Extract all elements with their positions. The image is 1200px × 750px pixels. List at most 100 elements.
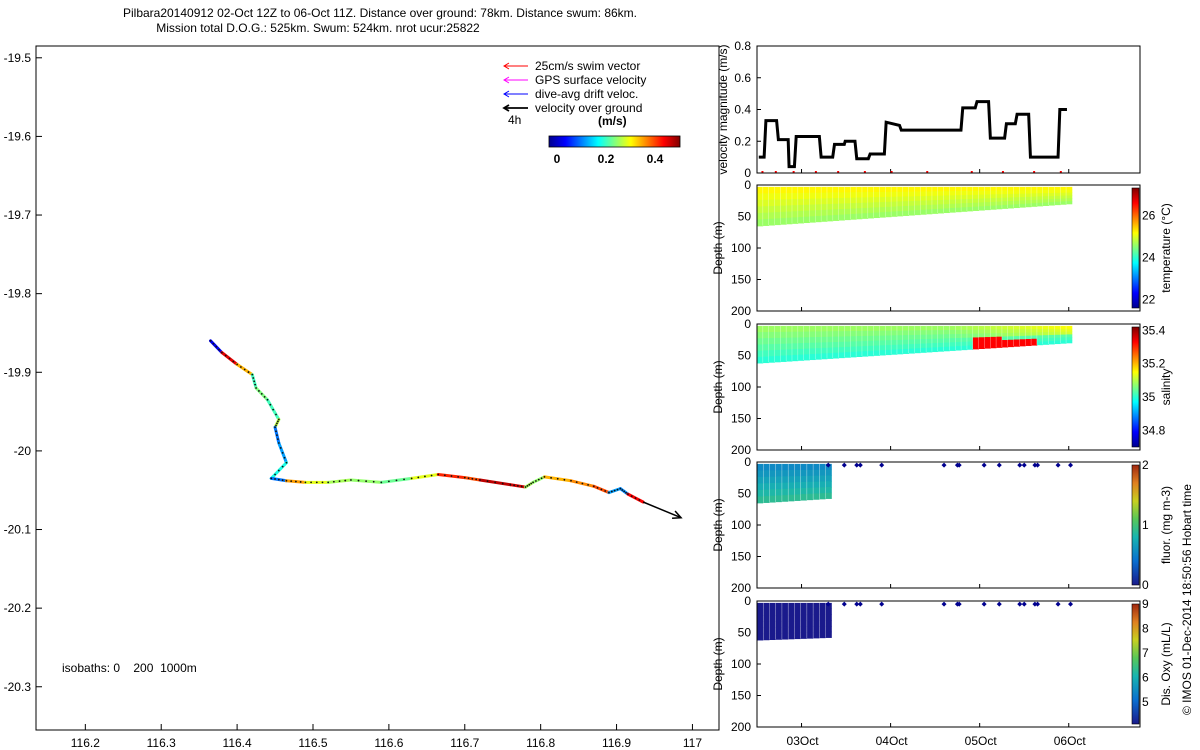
track-point	[275, 413, 277, 416]
section-cell	[896, 211, 904, 217]
section-cell	[949, 338, 956, 343]
section-cell	[914, 196, 921, 202]
section-cell	[978, 337, 985, 342]
section-cell	[978, 186, 985, 192]
section-cell	[926, 195, 933, 201]
section-cell	[908, 348, 915, 354]
surface-sample-marker	[941, 462, 947, 468]
section-cell	[832, 186, 840, 193]
section-cell	[806, 463, 814, 471]
y-axis-label: Depth (m)	[711, 360, 725, 413]
section-cell	[984, 333, 991, 338]
section-cell	[926, 186, 933, 192]
section-cell	[788, 632, 795, 640]
track-point	[509, 483, 512, 486]
section-cell	[966, 337, 974, 342]
section-cell	[966, 198, 974, 204]
section-cell	[1060, 340, 1067, 344]
section-cell	[867, 186, 875, 193]
section-data	[756, 186, 1073, 227]
section-cell	[774, 349, 781, 357]
section-cell	[972, 198, 979, 204]
section-cell	[800, 494, 807, 501]
map-x-ticks: 116.2 116.3 116.4 116.5 116.6 116.7 116.8 116.9…	[71, 724, 702, 750]
velocity-line	[758, 100, 1067, 169]
section-cell	[920, 191, 927, 197]
section-cell	[1066, 189, 1073, 193]
section-cell	[861, 325, 869, 332]
section-cell	[850, 325, 857, 332]
section-cell	[885, 325, 892, 332]
section-cell	[1025, 335, 1032, 340]
section-cell	[803, 186, 810, 194]
section-cell	[794, 494, 801, 501]
section-cell	[826, 347, 834, 354]
section-cell	[867, 212, 875, 219]
section-cell	[832, 198, 840, 205]
section-cell	[1036, 329, 1044, 333]
map-y-tick-label: -19.9	[4, 365, 32, 379]
section-cell	[908, 344, 915, 350]
section-data	[756, 325, 1073, 364]
track-point	[283, 456, 286, 459]
section-cell	[920, 205, 927, 211]
section-cell	[1042, 202, 1049, 206]
section-cell	[791, 192, 799, 200]
section-cell	[850, 341, 857, 348]
section-cell	[775, 463, 782, 471]
track-point	[516, 484, 519, 487]
section-cell	[806, 487, 814, 495]
section-cell	[813, 620, 820, 627]
section-cell	[763, 602, 770, 610]
colorbar-label: fluor. (mg m-3)	[1159, 486, 1173, 564]
section-cell	[769, 609, 776, 616]
section-cell	[757, 476, 764, 484]
section-cell	[926, 347, 933, 353]
section-cell	[856, 202, 863, 209]
map-y-tick-label: -20	[14, 444, 32, 458]
section-cell	[788, 494, 795, 502]
section-cell	[1054, 325, 1061, 330]
section-cell	[1013, 204, 1020, 209]
section-cell	[844, 214, 851, 221]
section-cell	[774, 331, 781, 339]
section-cell	[806, 632, 814, 639]
section-cell	[815, 325, 822, 332]
section-cell	[972, 206, 979, 211]
track-point	[524, 486, 527, 488]
section-cell	[978, 333, 985, 338]
section-cell	[931, 334, 939, 340]
section-cell	[1019, 342, 1026, 347]
section-cell	[966, 194, 974, 200]
section-cell	[844, 346, 851, 353]
section-cell	[961, 186, 968, 192]
section-cell	[815, 186, 822, 194]
section-cell	[896, 186, 904, 193]
section-cell	[1019, 203, 1026, 208]
section-cell	[826, 198, 834, 205]
section-cell	[832, 342, 840, 348]
section-cell	[931, 191, 939, 197]
section-cell	[780, 355, 787, 362]
section-cell	[1001, 332, 1009, 337]
section-cell	[1007, 329, 1014, 334]
section-cell	[786, 217, 793, 225]
surface-sample-marker	[1032, 601, 1038, 607]
section-cell	[1007, 332, 1014, 337]
surface-sample-marker	[1055, 462, 1061, 468]
section-cell	[763, 621, 770, 628]
section-cell	[1031, 190, 1038, 194]
section-cell	[794, 488, 801, 495]
section-cell	[815, 215, 822, 223]
section-cell	[774, 355, 781, 363]
section-cell	[1060, 198, 1067, 202]
section-cell	[769, 476, 776, 484]
section-cell	[780, 193, 787, 200]
section-cell	[955, 333, 962, 339]
section-cell	[856, 213, 863, 220]
section-cell	[996, 186, 1003, 191]
section-cell	[797, 337, 805, 344]
section-cell	[794, 626, 801, 634]
surface-sample-marker	[841, 601, 847, 607]
